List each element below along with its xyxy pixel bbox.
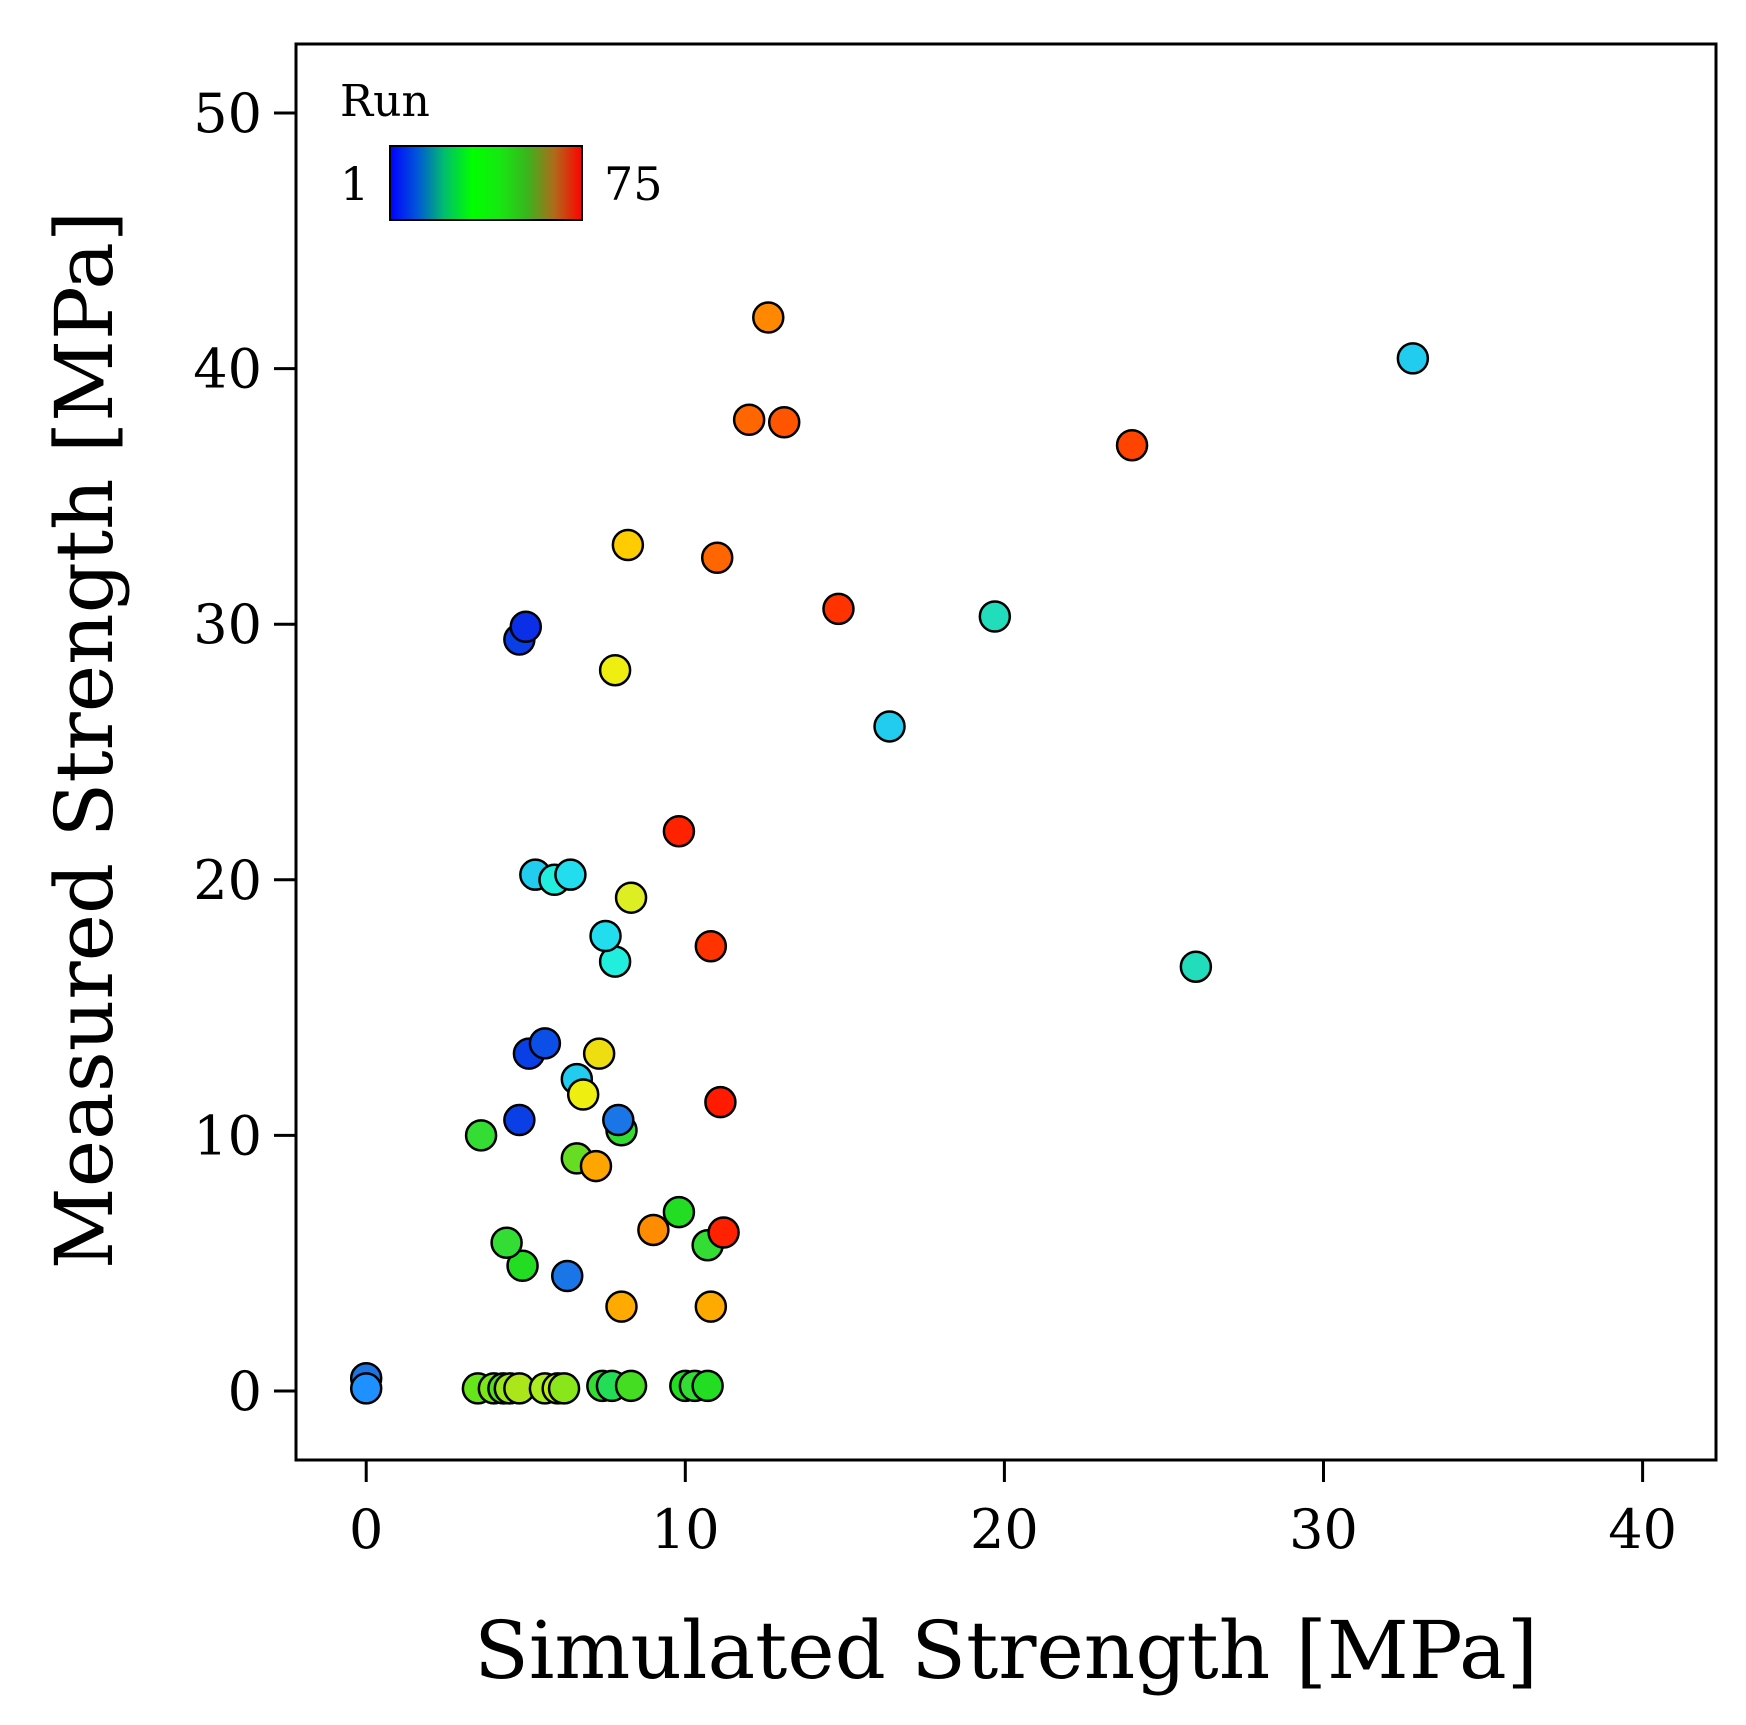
data-point bbox=[606, 1292, 636, 1322]
data-point bbox=[980, 602, 1010, 632]
data-point bbox=[568, 1079, 598, 1109]
y-tick-label: 50 bbox=[193, 82, 262, 145]
x-tick-label: 20 bbox=[970, 1498, 1039, 1561]
y-axis: 0 10 20 30 40 50 bbox=[193, 82, 296, 1423]
data-point bbox=[1398, 343, 1428, 373]
x-tick-label: 30 bbox=[1289, 1498, 1358, 1561]
scatter-chart: 0 10 20 30 40 0 10 20 30 40 50 Simulated Strength… bbox=[0, 0, 1746, 1725]
data-point bbox=[1117, 430, 1147, 460]
legend-min-label: 1 bbox=[340, 157, 369, 211]
y-tick-label: 30 bbox=[193, 593, 262, 656]
data-point bbox=[504, 1105, 534, 1135]
data-point bbox=[511, 612, 541, 642]
data-point bbox=[603, 1105, 633, 1135]
data-point bbox=[769, 407, 799, 437]
y-axis-title: Measured Strength [MPa] bbox=[38, 211, 131, 1269]
data-point bbox=[823, 594, 853, 624]
x-axis: 0 10 20 30 40 bbox=[349, 1460, 1677, 1561]
data-point bbox=[555, 860, 585, 890]
data-point bbox=[664, 1197, 694, 1227]
data-point bbox=[753, 302, 783, 332]
data-point bbox=[705, 1087, 735, 1117]
data-point bbox=[492, 1228, 522, 1258]
x-tick-label: 40 bbox=[1608, 1498, 1677, 1561]
y-tick-label: 40 bbox=[193, 338, 262, 401]
data-point bbox=[552, 1261, 582, 1291]
data-point bbox=[584, 1039, 614, 1069]
y-tick-label: 0 bbox=[228, 1360, 262, 1423]
y-tick-label: 20 bbox=[193, 849, 262, 912]
data-point bbox=[549, 1373, 579, 1403]
data-point bbox=[696, 931, 726, 961]
data-point bbox=[734, 405, 764, 435]
data-point bbox=[600, 655, 630, 685]
x-axis-title: Simulated Strength [MPa] bbox=[474, 1604, 1538, 1697]
data-point bbox=[466, 1120, 496, 1150]
y-tick-label: 10 bbox=[193, 1104, 262, 1167]
data-point bbox=[530, 1028, 560, 1058]
data-point bbox=[1181, 952, 1211, 982]
x-tick-label: 0 bbox=[349, 1498, 383, 1561]
data-point bbox=[613, 530, 643, 560]
data-point bbox=[591, 921, 621, 951]
legend-max-label: 75 bbox=[604, 157, 663, 211]
data-point bbox=[581, 1151, 611, 1181]
legend-title: Run bbox=[340, 76, 430, 127]
data-point bbox=[616, 1371, 646, 1401]
legend-color-bar bbox=[390, 146, 582, 220]
data-point bbox=[693, 1371, 723, 1401]
x-tick-label: 10 bbox=[651, 1498, 720, 1561]
data-point bbox=[616, 883, 646, 913]
data-point bbox=[709, 1218, 739, 1248]
data-point bbox=[638, 1215, 668, 1245]
data-point bbox=[696, 1292, 726, 1322]
data-point bbox=[875, 711, 905, 741]
data-point bbox=[351, 1373, 381, 1403]
data-point bbox=[702, 543, 732, 573]
data-point bbox=[664, 816, 694, 846]
